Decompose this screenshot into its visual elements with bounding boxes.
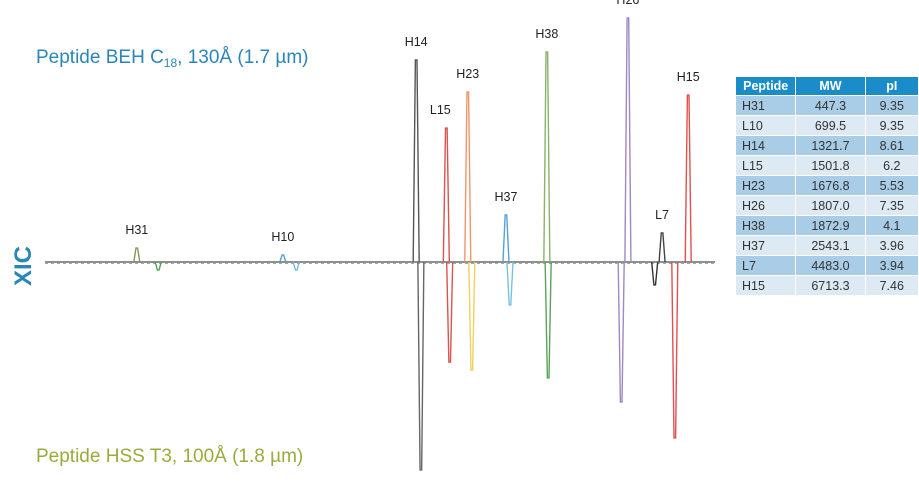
table-cell: 1501.8 [796,156,865,175]
table-cell: 4.1 [865,216,918,235]
table-cell: 8.61 [865,136,918,155]
top-trace-title: Peptide BEH C18, 130Å (1.7 µm) [36,47,309,70]
peak-label-L7: L7 [655,208,669,222]
y-axis-label: XIC [10,246,37,287]
table-cell: 5.53 [865,176,918,195]
table-cell: 1807.0 [796,196,865,215]
peak-label-H26: H26 [616,0,639,7]
table-cell: L15 [736,156,796,175]
peak-bottom-H14 [417,261,425,471]
peak-top-H23 [464,91,472,263]
peak-top-H10 [279,254,287,263]
table-row: L7 4483.0 3.94 [736,256,918,275]
table-row: H15 6713.3 7.46 [736,276,918,295]
table-cell: 7.35 [865,196,918,215]
peak-bottom-H37 [506,261,514,306]
peak-top-L15 [442,127,451,263]
peptide-table: Peptide MW pI H31 447.3 9.35 L10 699.5 9.35 H14 13… [735,76,919,296]
table-header: MW [796,77,865,95]
table-cell: L7 [736,256,796,275]
peak-bottom-H38 [544,261,552,379]
table-cell: H26 [736,196,796,215]
bottom-trace-title: Peptide HSS T3, 100Å (1.8 µm) [36,446,304,467]
table-row: H38 1872.9 4.1 [736,216,918,235]
table-cell: 1872.9 [796,216,865,235]
table-cell: 9.35 [865,96,918,115]
peak-label-H37: H37 [494,190,517,204]
table-cell: 1321.7 [796,136,865,155]
peak-bottom-H26 [617,261,625,403]
table-row: L15 1501.8 6.2 [736,156,918,175]
peak-label-H15: H15 [677,70,700,84]
peak-bottom-H10 [292,261,300,271]
table-row: H26 1807.0 7.35 [736,196,918,215]
table-cell: 9.35 [865,116,918,135]
peak-top-H38 [543,51,551,263]
peak-top-H37 [502,214,510,263]
peak-bottom-L7 [651,261,659,286]
table-cell: 447.3 [796,96,865,115]
table-row: H31 447.3 9.35 [736,96,918,115]
peak-label-H14: H14 [405,35,428,49]
peak-bottom-H31 [154,261,162,271]
table-cell: H31 [736,96,796,115]
table-cell: H38 [736,216,796,235]
peak-label-H10: H10 [271,230,294,244]
peak-top-H31 [133,247,141,263]
table-row: L10 699.5 9.35 [736,116,918,135]
peak-top-H26 [624,17,632,263]
table-cell: 2543.1 [796,236,865,255]
table-cell: H37 [736,236,796,255]
table-cell: 3.94 [865,256,918,275]
table-cell: H14 [736,136,796,155]
peak-label-L15: L15 [430,103,451,117]
table-cell: L10 [736,116,796,135]
table-row: H23 1676.8 5.53 [736,176,918,195]
table-header: pI [865,77,918,95]
table-cell: 7.46 [865,276,918,295]
table-cell: 1676.8 [796,176,865,195]
table-header: Peptide [736,77,796,95]
table-cell: 6.2 [865,156,918,175]
table-cell: 3.96 [865,236,918,255]
table-cell: 4483.0 [796,256,865,275]
table-row: H14 1321.7 8.61 [736,136,918,155]
peak-bottom-L15 [445,261,454,363]
peak-bottom-H23 [468,261,476,371]
table-row: H37 2543.1 3.96 [736,236,918,255]
peak-top-H15 [684,94,692,263]
peak-label-H31: H31 [125,223,148,237]
table-cell: H15 [736,276,796,295]
table-cell: 6713.3 [796,276,865,295]
table-cell: 699.5 [796,116,865,135]
peak-top-L7 [658,232,666,263]
peak-top-H14 [412,59,420,263]
peak-label-H23: H23 [456,67,479,81]
peak-bottom-H15 [671,261,679,439]
peak-label-H38: H38 [535,27,558,41]
table-cell: H23 [736,176,796,195]
